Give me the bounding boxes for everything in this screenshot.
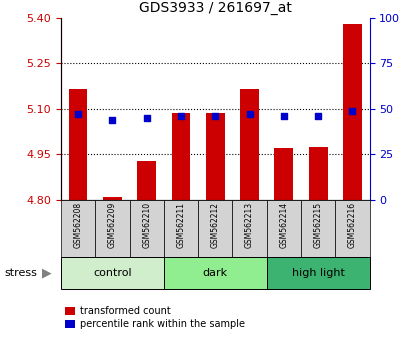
- Point: [281, 113, 287, 119]
- Bar: [129, 200, 164, 257]
- Legend: transformed count, percentile rank within the sample: transformed count, percentile rank withi…: [61, 302, 249, 333]
- Bar: [335, 200, 370, 257]
- Text: GSM562210: GSM562210: [142, 202, 151, 248]
- Bar: [274, 148, 293, 200]
- Point: [246, 112, 253, 117]
- Text: GSM562215: GSM562215: [314, 202, 323, 248]
- Bar: [267, 257, 370, 289]
- Text: stress: stress: [4, 268, 37, 278]
- Bar: [171, 113, 190, 200]
- Bar: [309, 147, 328, 200]
- Text: control: control: [93, 268, 131, 278]
- Text: GSM562216: GSM562216: [348, 202, 357, 248]
- Point: [349, 108, 356, 114]
- Text: high light: high light: [292, 268, 344, 278]
- Bar: [61, 257, 164, 289]
- Bar: [137, 160, 156, 200]
- Point: [75, 112, 81, 117]
- Point: [143, 115, 150, 121]
- Bar: [240, 89, 259, 200]
- Point: [212, 113, 219, 119]
- Text: ▶: ▶: [42, 266, 51, 279]
- Text: GSM562214: GSM562214: [279, 202, 289, 248]
- Text: GSM562209: GSM562209: [108, 202, 117, 248]
- Bar: [164, 200, 198, 257]
- Bar: [301, 200, 335, 257]
- Bar: [103, 197, 122, 200]
- Bar: [164, 257, 267, 289]
- Bar: [198, 200, 232, 257]
- Point: [178, 113, 184, 119]
- Bar: [95, 200, 129, 257]
- Bar: [267, 200, 301, 257]
- Point: [109, 117, 116, 122]
- Text: GSM562213: GSM562213: [245, 202, 254, 248]
- Point: [315, 113, 322, 119]
- Bar: [343, 24, 362, 200]
- Text: GSM562211: GSM562211: [176, 202, 186, 248]
- Text: dark: dark: [203, 268, 228, 278]
- Text: GSM562212: GSM562212: [211, 202, 220, 248]
- Bar: [206, 113, 225, 200]
- Title: GDS3933 / 261697_at: GDS3933 / 261697_at: [139, 1, 291, 15]
- Bar: [61, 200, 95, 257]
- Text: GSM562208: GSM562208: [74, 202, 83, 248]
- Bar: [68, 89, 87, 200]
- Bar: [232, 200, 267, 257]
